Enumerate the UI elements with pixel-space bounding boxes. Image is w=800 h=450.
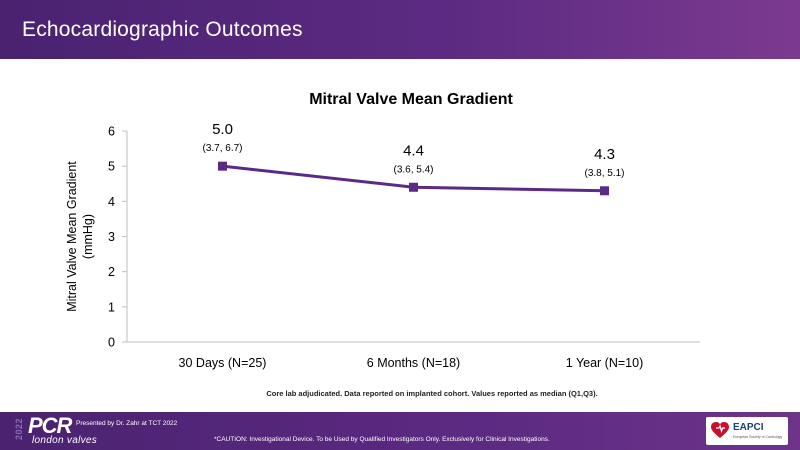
- caution-notice: *CAUTION: Investigational Device. To be …: [214, 436, 550, 443]
- y-tick-label: 3: [108, 230, 115, 244]
- data-point: [409, 182, 418, 192]
- y-axis-title-line: Mitral Valve Mean Gradient: [65, 161, 79, 312]
- pcr-logo-subtitle: london valves: [32, 435, 98, 446]
- y-tick-label: 0: [108, 336, 115, 350]
- data-iqr-label: (3.7, 6.7): [202, 143, 242, 154]
- data-point: [600, 186, 609, 196]
- x-tick-label: 1 Year (N=10): [566, 356, 643, 370]
- data-value-label: 5.0: [212, 121, 233, 138]
- slide-footer: 2022 PCR london valves Presented by Dr. …: [0, 412, 800, 450]
- eapci-tagline: European Society of Cardiology: [733, 435, 783, 439]
- x-tick-label: 30 Days (N=25): [179, 356, 267, 370]
- pcr-logo: PCR: [28, 413, 72, 438]
- chart-title: Mitral Valve Mean Gradient: [309, 91, 513, 108]
- heart-icon: [711, 422, 729, 438]
- y-tick-label: 2: [108, 265, 115, 279]
- y-tick-label: 4: [108, 195, 115, 209]
- presented-by: Presented by Dr. Zahr at TCT 2022: [76, 420, 178, 427]
- y-tick-label: 1: [108, 300, 115, 314]
- eapci-logo: EAPCI European Society of Cardiology: [706, 417, 788, 445]
- eapci-name: EAPCI: [733, 422, 764, 433]
- data-value-label: 4.3: [594, 146, 615, 163]
- data-value-label: 4.4: [403, 142, 424, 159]
- data-point: [218, 161, 227, 171]
- slide-header: Echocardiographic Outcomes: [0, 0, 800, 59]
- footnote: Core lab adjudicated. Data reported on i…: [0, 389, 800, 398]
- footnote-text: Core lab adjudicated. Data reported on i…: [266, 389, 598, 398]
- data-iqr-label: (3.6, 5.4): [393, 164, 433, 175]
- y-tick-label: 6: [108, 125, 115, 139]
- line-chart: Mitral Valve Mean Gradient Mitral Valve M…: [65, 91, 700, 370]
- x-tick-label: 6 Months (N=18): [367, 356, 460, 370]
- pcr-year: 2022: [14, 418, 24, 441]
- slide-title: Echocardiographic Outcomes: [22, 18, 303, 41]
- y-axis-title-line: (mmHg): [81, 214, 95, 259]
- data-iqr-label: (3.8, 5.1): [584, 168, 624, 179]
- y-tick-label: 5: [108, 160, 115, 174]
